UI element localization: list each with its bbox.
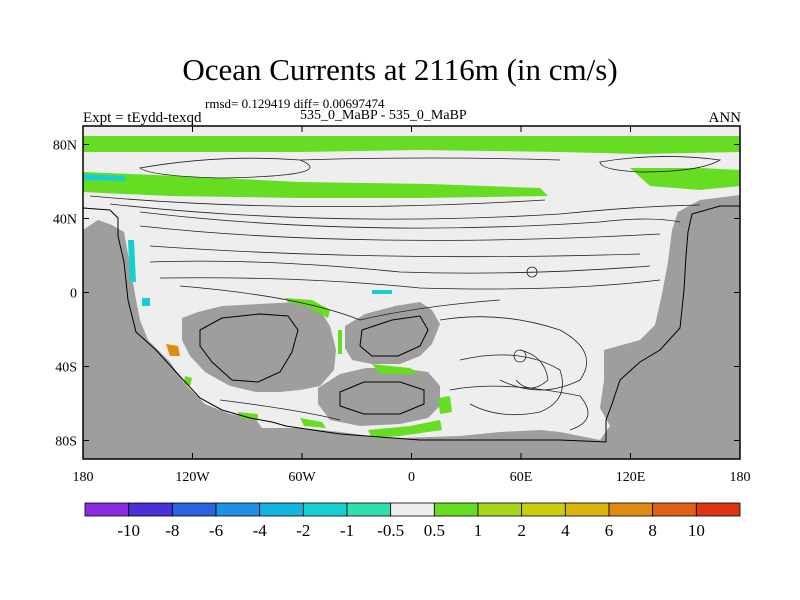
streamlines (89, 156, 722, 431)
streamline (149, 260, 651, 274)
coastal-negative-patch (128, 240, 136, 282)
plot-title: Ocean Currents at 2116m (in cm/s) (182, 52, 618, 87)
streamline (89, 195, 546, 208)
colorbar-swatch (608, 502, 654, 517)
coastal-positive-patch (285, 298, 330, 318)
stats-label: rmsd= 0.129419 diff= 0.00697474 (205, 96, 385, 111)
colorbar-swatch (521, 502, 566, 517)
lat-tick-label: 80N (53, 139, 77, 154)
land-block-outline (339, 381, 425, 415)
colorbar-swatch (259, 502, 304, 517)
streamline (219, 399, 341, 421)
colorbar-swatch (477, 502, 523, 517)
lon-tick-label: 60W (288, 470, 316, 485)
colorbar-label: 2 (517, 521, 526, 540)
colorbar-label: 8 (648, 521, 657, 540)
land-block-outline (199, 313, 299, 383)
coastal-positive-patch (338, 330, 342, 354)
coastline-outline (82, 205, 740, 443)
lon-tick-label: 120W (175, 470, 210, 485)
coastal-mixed-patch (166, 344, 180, 356)
case-label: 535_0_MaBP - 535_0_MaBP (300, 108, 467, 123)
coastal-negative-patch (142, 298, 150, 306)
streamline (299, 157, 561, 161)
colorbar-label: 10 (688, 521, 705, 540)
colorbar-label: -0.5 (377, 521, 404, 540)
colorbar-label: 0.5 (424, 521, 445, 540)
colorbar-label: 6 (605, 521, 614, 540)
colorbar-label: -1 (340, 521, 354, 540)
coastal-positive-patch (368, 420, 442, 438)
streamline (139, 157, 311, 179)
colorbar: -10 -8 -6 -4 -2 -1 -0.5 0.5 1 2 4 6 8 10 (84, 502, 741, 540)
streamline (599, 156, 722, 173)
colorbar-swatch (302, 502, 348, 517)
northern-positive-band (83, 172, 548, 198)
lat-tick-label: 80S (55, 435, 77, 450)
lat-tick-label: 40N (53, 213, 77, 228)
northeast-positive-band (630, 168, 740, 190)
lon-tick-label: 180 (73, 470, 94, 485)
arctic-positive-band (83, 136, 740, 154)
eddy (526, 266, 538, 278)
colorbar-swatch (171, 502, 217, 517)
streamline (459, 354, 563, 416)
streamline (179, 285, 501, 321)
colorbar-swatch (84, 502, 130, 517)
map-panel (82, 125, 741, 460)
lat-tick-label: 0 (70, 287, 77, 302)
experiment-label: Expt = tEydd-texqd (83, 110, 202, 126)
colorbar-label: 1 (474, 521, 483, 540)
lat-tick-label: 40S (55, 361, 77, 376)
coastal-positive-patch (238, 412, 258, 420)
streamline (159, 277, 661, 290)
colorbar-label: -2 (296, 521, 310, 540)
streamline (139, 225, 661, 241)
axis-ticks: 80N 40N 0 40S 80S 180 120W 60W 0 60E 120E 180 (53, 126, 751, 485)
colorbar-swatch (128, 502, 173, 517)
lon-tick-label: 120E (616, 470, 646, 485)
southern-landmass (318, 368, 440, 426)
streamline (449, 385, 589, 431)
lon-tick-label: 60E (510, 470, 533, 485)
northwest-negative-patch (83, 174, 125, 181)
colorbar-label: -6 (209, 521, 223, 540)
lon-tick-label: 0 (408, 470, 415, 485)
colorbar-swatch (652, 502, 697, 517)
colorbar-swatch (390, 502, 435, 517)
colorbar-swatch (695, 502, 741, 517)
coastal-positive-patch (300, 418, 326, 428)
colorbar-label: -8 (165, 521, 179, 540)
coastal-positive-patch (372, 364, 420, 374)
streamline (149, 245, 641, 258)
streamline (109, 203, 701, 220)
colorbar-label: -10 (117, 521, 140, 540)
land-block-outline (359, 315, 429, 357)
season-label: ANN (708, 110, 742, 126)
streamline (139, 211, 681, 229)
coastal-positive-patch (438, 396, 452, 414)
western-landmass (83, 195, 740, 459)
colorbar-swatch (215, 502, 261, 517)
coastal-negative-patch (372, 290, 392, 294)
colorbar-swatch (346, 502, 392, 517)
colorbar-label: 4 (561, 521, 570, 540)
colorbar-label: -4 (253, 521, 268, 540)
colorbar-swatch (564, 502, 610, 517)
colorbar-swatch (433, 502, 479, 517)
streamline (515, 349, 549, 389)
lon-tick-label: 180 (730, 470, 751, 485)
central-landmass-east (345, 302, 440, 364)
eddy (513, 349, 527, 363)
